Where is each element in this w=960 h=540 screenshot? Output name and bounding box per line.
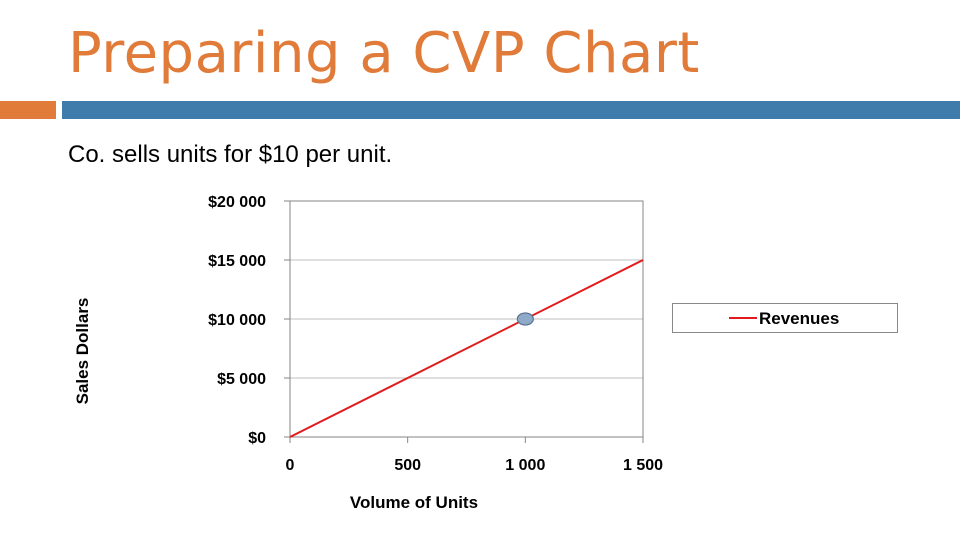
series-line-revenues <box>289 259 644 438</box>
x-axis-label: Volume of Units <box>350 493 478 512</box>
y-tick-label: $10 000 <box>208 312 266 329</box>
chart-legend: Revenues <box>672 303 898 333</box>
tick-labels: $0 $5 000 $10 000 $15 000 $20 000 0 500 1 000 1 … <box>208 194 663 474</box>
title-divider-bar <box>62 101 960 119</box>
slide-subtitle: Co. sells units for $10 per unit. <box>68 141 393 168</box>
y-tick-label: $20 000 <box>208 194 266 211</box>
axes <box>284 200 644 443</box>
y-tick-label: $5 000 <box>217 371 266 388</box>
series-layer <box>289 259 644 438</box>
legend-label-revenues: Revenues <box>759 309 840 328</box>
title-accent-bar <box>0 101 56 119</box>
legend-swatch-revenues <box>729 317 757 319</box>
x-tick-label: 500 <box>394 457 421 474</box>
highlight-point-marker <box>516 312 534 326</box>
y-axis-label: Sales Dollars <box>73 298 92 405</box>
y-tick-label: $15 000 <box>208 253 266 270</box>
x-tick-label: 0 <box>286 457 295 474</box>
x-tick-label: 1 500 <box>623 457 663 474</box>
y-tick-label: $0 <box>248 430 266 447</box>
gridlines <box>290 200 643 438</box>
slide-title: Preparing a CVP Chart <box>68 21 700 86</box>
x-tick-label: 1 000 <box>505 457 545 474</box>
